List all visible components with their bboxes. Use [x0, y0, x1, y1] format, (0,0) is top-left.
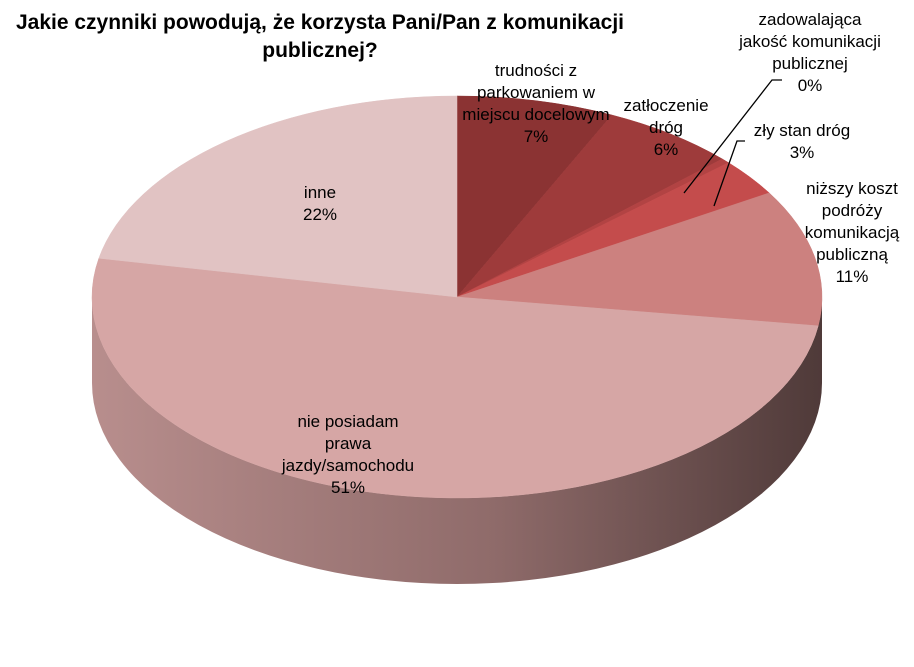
- slice-label-6: inne 22%: [303, 183, 337, 224]
- chart-title-line-1: publicznej?: [262, 39, 378, 62]
- slice-label-4: niższy koszt podróży komunikacją publiczną 1…: [805, 179, 900, 286]
- pie-slice-5: [91, 257, 819, 499]
- pie-slice-0: [456, 95, 613, 298]
- slice-label-1: zatłoczenie dróg 6%: [623, 96, 708, 159]
- slice-label-3: zły stan dróg 3%: [754, 121, 850, 162]
- pie-slice-6: [98, 95, 458, 298]
- slice-label-0: trudności z parkowaniem w miejscu docelowy…: [462, 61, 609, 146]
- slice-label-5: nie posiadam prawa jazdy/samochodu 51%: [281, 412, 414, 497]
- leader-line-3: [713, 140, 745, 207]
- pie-slice-4: [456, 192, 823, 327]
- slice-label-2: zadowalająca jakość komunikacji publicznej…: [738, 10, 881, 95]
- pie-slice-1: [456, 114, 723, 298]
- chart-title-line-0: Jakie czynniki powodują, że korzysta Pan…: [16, 11, 624, 34]
- leader-line-2: [683, 79, 782, 194]
- pie-side-wall: [92, 297, 822, 584]
